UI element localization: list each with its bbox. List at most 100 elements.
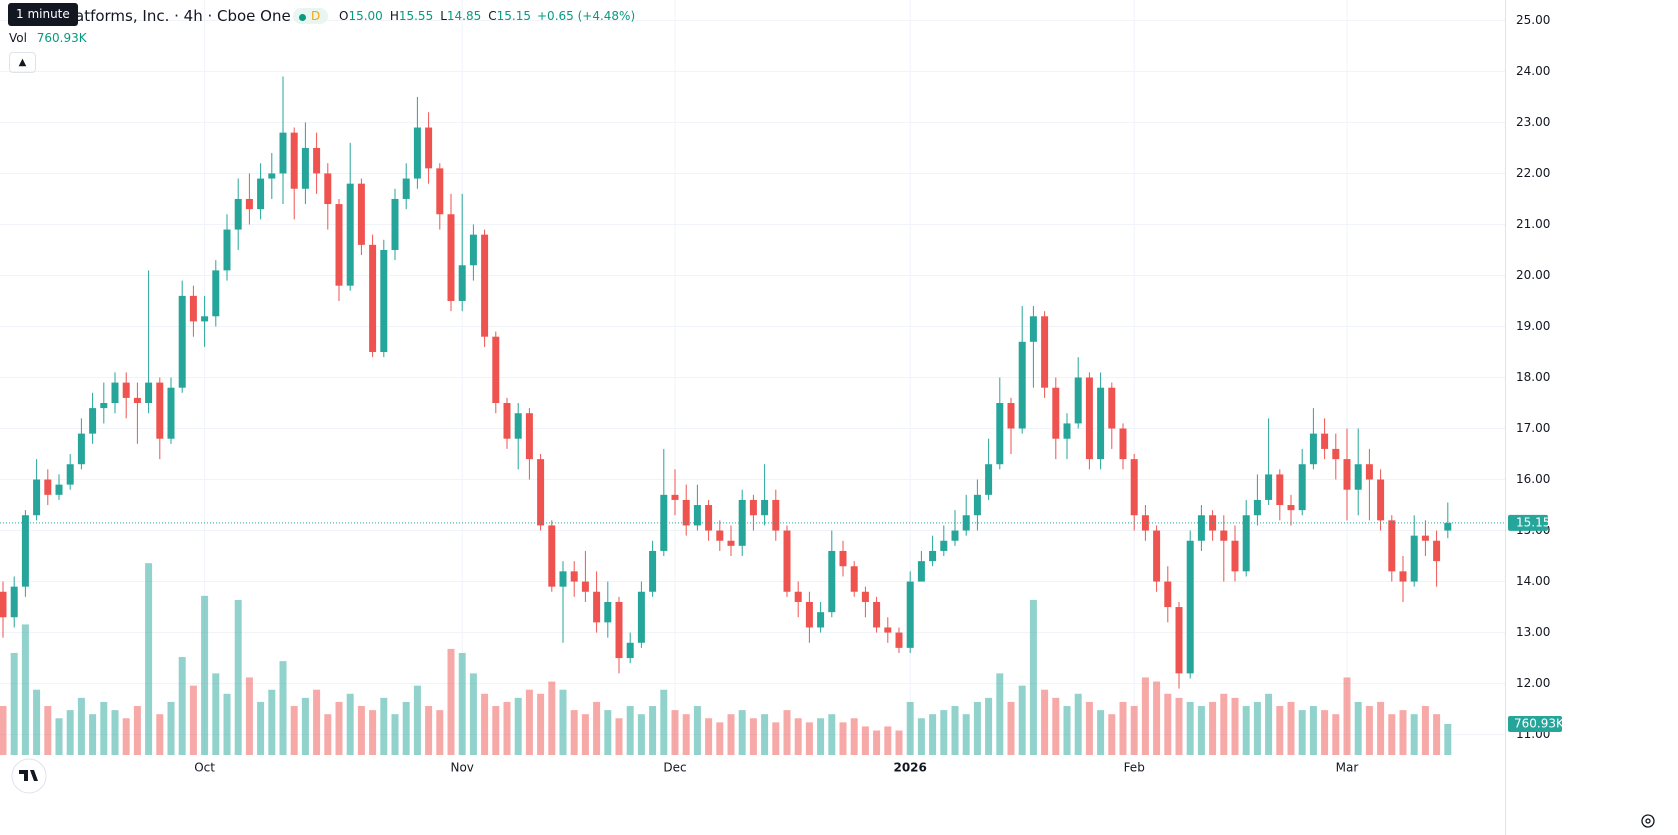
y-tick-label: 24.00	[1516, 64, 1550, 78]
candle-body	[525, 413, 533, 460]
candle-body	[1018, 341, 1026, 429]
volume-bar	[234, 599, 242, 755]
volume-bar	[850, 718, 858, 755]
volume-bar	[895, 730, 903, 755]
candle-body	[290, 132, 298, 189]
candle-body	[1410, 535, 1418, 582]
collapse-button[interactable]: ▲	[9, 52, 36, 73]
ohlc-key: C	[488, 9, 497, 23]
volume-bar	[1063, 706, 1071, 755]
candle-body	[201, 316, 209, 322]
candle-body	[1074, 377, 1082, 424]
volume-bar	[828, 714, 836, 755]
ohlc-key: L	[440, 9, 447, 23]
candle-body	[503, 403, 511, 439]
candle-body	[693, 505, 701, 526]
candle-body	[951, 530, 959, 541]
volume-bar	[133, 706, 141, 755]
volume-bar	[1231, 697, 1239, 755]
volume-bar	[1321, 710, 1329, 755]
y-tick-label: 22.00	[1516, 166, 1550, 180]
volume-bar	[962, 714, 970, 755]
candle-body	[391, 198, 399, 250]
y-tick-label: 21.00	[1516, 217, 1550, 231]
ohlc-key: H	[389, 9, 399, 23]
candle-body	[996, 403, 1004, 465]
candle-body	[335, 204, 343, 286]
volume-bar	[1141, 677, 1149, 755]
candle-body	[861, 591, 869, 602]
candle-body	[682, 499, 690, 526]
candle-body	[21, 515, 29, 587]
volume-bar	[77, 697, 85, 755]
candle-body	[1085, 377, 1093, 460]
volume-bar	[1052, 697, 1060, 755]
volume-bar	[1197, 706, 1205, 755]
candle-body	[100, 403, 108, 409]
candle-body	[402, 178, 410, 199]
volume-bar	[100, 701, 108, 755]
candle-body	[279, 132, 287, 174]
candle-body	[727, 540, 735, 546]
volume-bar	[917, 718, 925, 755]
volume-bar	[839, 722, 847, 755]
status-dot	[299, 14, 306, 21]
volume-bar	[615, 718, 623, 755]
x-tick-label: 2026	[893, 761, 926, 775]
x-tick-label: Feb	[1124, 761, 1145, 775]
volume-bar	[413, 685, 421, 755]
candle-body	[1052, 387, 1060, 439]
volume-bar	[996, 673, 1004, 755]
badge-text: D	[311, 9, 321, 23]
last-volume-tag	[1508, 715, 1562, 732]
volume-bar	[1186, 701, 1194, 755]
candle-body	[839, 550, 847, 567]
volume-bar	[1119, 701, 1127, 755]
ohlc-value: 14.85	[446, 9, 482, 23]
volume-bar	[1085, 701, 1093, 755]
gear	[1641, 814, 1655, 828]
candle-body	[1041, 316, 1049, 388]
volume-bar	[492, 706, 500, 755]
candle-body	[55, 484, 63, 495]
market-badge[interactable]: D	[293, 8, 329, 24]
volume-bar	[1074, 693, 1082, 755]
volume-bar	[1209, 701, 1217, 755]
candle-body	[189, 295, 197, 322]
volume-bar	[223, 693, 231, 755]
candle-body	[436, 168, 444, 215]
candle-body	[145, 382, 153, 404]
candle-body	[1343, 459, 1351, 490]
volume-bar	[514, 697, 522, 755]
y-tick-label: 14.00	[1516, 574, 1550, 588]
candle-body	[156, 382, 164, 439]
candle-body	[1141, 515, 1149, 531]
candle-body	[301, 147, 309, 189]
candle-body	[1007, 403, 1015, 429]
candle-body	[369, 244, 377, 352]
volume-bar	[1298, 710, 1306, 755]
volume-bar	[548, 681, 556, 755]
symbol-title[interactable]: atforms, Inc. · 4h · Cboe One	[75, 7, 291, 25]
volume-bar	[402, 701, 410, 755]
volume-bar	[44, 706, 52, 755]
volume-bar	[1007, 701, 1015, 755]
volume-bar	[525, 689, 533, 755]
candle-body	[1119, 428, 1127, 460]
candle-body	[380, 249, 388, 352]
candle-body	[749, 499, 757, 516]
settings-icon[interactable]	[1641, 814, 1655, 828]
candle-body	[884, 627, 892, 633]
volume-bar	[189, 685, 197, 755]
y-tick-label: 19.00	[1516, 319, 1550, 333]
candle-body	[805, 601, 813, 628]
ohlc-legend: O15.00 H15.55 L14.85 C15.15 +0.65 (+4.48%)	[339, 9, 635, 23]
tv-logo[interactable]	[11, 758, 47, 794]
candle-body	[548, 525, 556, 587]
volume-bar	[581, 714, 589, 755]
candle-body	[761, 499, 769, 516]
volume-bar	[111, 710, 119, 755]
last-price-tag	[1508, 514, 1548, 531]
volume-bar	[805, 722, 813, 755]
